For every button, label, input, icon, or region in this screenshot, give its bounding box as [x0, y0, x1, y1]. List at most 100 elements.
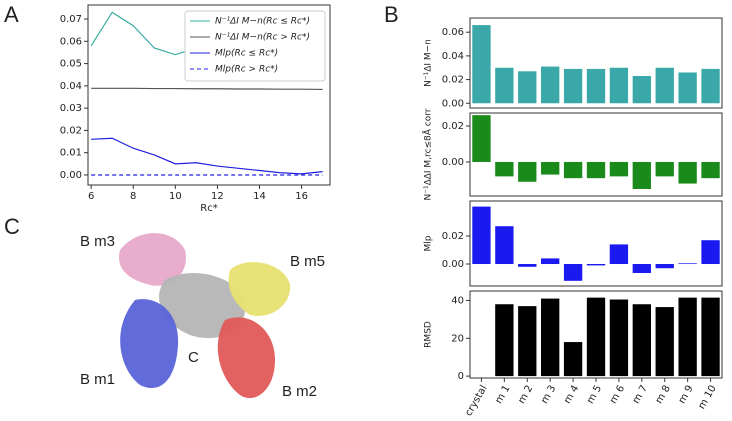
x-tick-label: 14: [253, 191, 266, 202]
bar: [586, 264, 606, 266]
x-tick-label: m 7: [631, 384, 650, 406]
legend-label: Mlp(Rc ≤ Rc*): [215, 49, 278, 59]
y-tick-label: 0.02: [442, 231, 464, 242]
bar: [655, 67, 674, 104]
bar: [563, 264, 583, 281]
x-tick-label: 12: [211, 191, 224, 202]
bar: [678, 297, 697, 377]
y-tick-label: 0.00: [60, 170, 82, 181]
x-tick-label: m 2: [516, 384, 535, 406]
y-tick-label: 0.01: [60, 148, 82, 159]
y-axis-label: N⁻¹ΔI M−n: [424, 39, 434, 87]
bar: [701, 68, 720, 104]
bar: [609, 161, 629, 177]
bar: [563, 342, 583, 377]
bar: [472, 25, 491, 104]
y-tick-label: 0.02: [442, 121, 464, 132]
y-tick-label: 0.02: [60, 125, 82, 136]
y-tick-label: 0.04: [60, 81, 82, 92]
bar: [701, 240, 720, 265]
x-tick-label: 6: [88, 191, 94, 202]
bar: [518, 161, 537, 182]
legend-label: N⁻¹ΔI M−n(Rc ≤ Rc*): [215, 17, 310, 27]
bar: [541, 161, 560, 175]
bar: [609, 67, 629, 104]
structure-label: B m3: [80, 233, 115, 250]
series-line: [91, 137, 323, 175]
panel-label: C: [4, 214, 20, 239]
y-tick-label: 0.07: [60, 14, 82, 25]
x-tick-label: m 8: [654, 384, 673, 406]
bar: [632, 304, 651, 377]
bar: [632, 161, 651, 189]
x-tick-label: crystal: [463, 384, 489, 419]
legend-label: N⁻¹ΔI M−n(Rc > Rc*): [215, 33, 310, 43]
bar: [563, 161, 583, 179]
panel-label: B: [384, 2, 399, 27]
axes-frame: [469, 200, 723, 287]
bar: [495, 304, 514, 377]
x-tick-label: m 9: [677, 384, 696, 406]
y-tick-label: 40: [451, 295, 464, 306]
y-tick-label: 0.04: [442, 51, 464, 62]
bar: [609, 244, 629, 265]
series-line: [91, 87, 323, 91]
y-tick-label: 0.05: [60, 59, 82, 70]
bar: [518, 264, 537, 267]
bar: [541, 66, 560, 104]
x-tick-label: m 4: [562, 384, 581, 406]
axes-frame: [87, 4, 331, 186]
bar: [586, 161, 606, 179]
y-axis-label: RMSD: [424, 321, 434, 348]
x-tick-label: m 1: [493, 384, 512, 406]
structure-label: C: [188, 349, 199, 366]
x-tick-label: 8: [130, 191, 136, 202]
bar: [472, 206, 491, 265]
bar: [586, 297, 606, 377]
bar: [701, 297, 720, 377]
bar: [495, 226, 514, 265]
panel-label: A: [4, 2, 19, 27]
bar: [518, 306, 537, 377]
bar: [472, 115, 491, 162]
bar: [655, 264, 674, 269]
bar: [655, 307, 674, 377]
bar: [586, 68, 606, 104]
bar: [632, 76, 651, 104]
bar: [518, 71, 537, 104]
x-tick-label: m 3: [539, 384, 558, 406]
y-tick-label: 20: [451, 333, 464, 344]
bar: [609, 299, 629, 377]
x-tick-label: 16: [295, 191, 308, 202]
legend-label: Mlp(Rc > Rc*): [215, 65, 278, 75]
structure-label: B m1: [80, 371, 115, 388]
y-tick-label: 0.00: [442, 157, 464, 168]
y-tick-label: 0.06: [442, 27, 464, 38]
x-tick-label: 10: [169, 191, 182, 202]
y-tick-label: 0.00: [442, 259, 464, 270]
bar: [541, 298, 560, 377]
bar: [563, 68, 583, 104]
bar: [632, 264, 651, 273]
protein-structure: [119, 233, 291, 399]
axes-frame: [469, 17, 723, 109]
y-tick-label: 0.02: [442, 75, 464, 86]
y-tick-label: 0: [458, 371, 464, 382]
axes-frame: [469, 112, 723, 197]
x-axis-label: Rc*: [200, 203, 217, 214]
bar: [495, 161, 514, 177]
x-tick-label: m 5: [585, 384, 604, 406]
structure-label: B m5: [290, 253, 325, 270]
x-tick-label: m 6: [608, 384, 627, 406]
bar: [541, 258, 560, 265]
y-tick-label: 0.03: [60, 103, 82, 114]
legend-box: [184, 10, 326, 82]
bar: [678, 72, 697, 104]
bar: [701, 161, 720, 179]
bar: [655, 161, 674, 177]
bar: [678, 263, 697, 265]
y-tick-label: 0.00: [442, 98, 464, 109]
y-axis-label: N⁻¹ΔΔI M,rc≤8Å corr: [422, 108, 434, 200]
y-axis-label: Mlp: [424, 235, 434, 251]
